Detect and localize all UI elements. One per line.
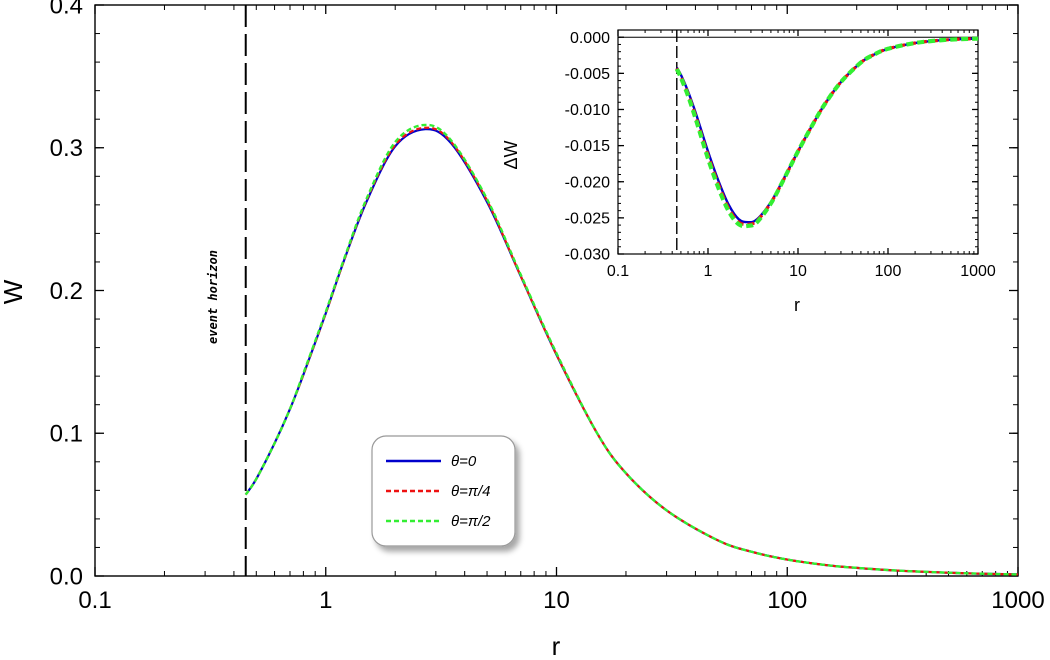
x-tick-label: 1: [319, 587, 332, 614]
y-tick-label: -0.015: [565, 138, 610, 155]
y-tick-label: 0.1: [50, 421, 83, 448]
event-horizon-annotation: event horizon: [206, 250, 220, 344]
y-tick-label: 0.0: [50, 563, 83, 590]
legend: θ=0 θ=π/4 θ=π/2: [371, 435, 516, 547]
main-minor-ticks: [95, 4, 1018, 577]
inset-plot-frame: [617, 29, 979, 255]
inset-x-axis-label: r: [794, 295, 800, 315]
series-line-3: [674, 36, 978, 229]
main-y-axis-label: W: [0, 279, 28, 304]
x-tick-label: 0.1: [607, 263, 629, 280]
inset-tick-labels: 0.1 1 10 100 1000 0.000 -0.005 -0.010 -0.015 -0.0…: [565, 30, 996, 280]
y-tick-label: -0.020: [565, 174, 610, 191]
x-tick-label: 100: [767, 587, 807, 614]
x-tick-label: 0.1: [78, 587, 111, 614]
y-tick-label: 0.2: [50, 278, 83, 305]
inset-chart: 0.1 1 10 100 1000 0.000 -0.005 -0.010 -0.015 -0.0…: [501, 29, 996, 315]
legend-label-1: θ=0: [451, 453, 477, 470]
y-tick-label: -0.010: [565, 102, 610, 119]
main-series-group: [244, 123, 1018, 576]
y-tick-label: -0.005: [565, 66, 610, 83]
inset-series-group: [674, 36, 978, 229]
main-major-ticks: [94, 4, 1019, 577]
x-tick-label: 10: [789, 263, 807, 280]
x-tick-label: 1000: [991, 587, 1044, 614]
x-tick-label: 10: [543, 587, 570, 614]
inset-major-ticks: [617, 30, 979, 255]
legend-box: [371, 435, 516, 547]
inset-reference-lines: [618, 30, 978, 254]
y-tick-label: 0.000: [570, 30, 610, 47]
x-tick-label: 1000: [960, 263, 996, 280]
series-line-3: [244, 123, 1018, 576]
legend-items: θ=0 θ=π/4 θ=π/2: [386, 453, 491, 530]
y-tick-label: -0.030: [565, 247, 610, 264]
legend-label-2: θ=π/4: [451, 483, 490, 500]
inset-y-axis-label: ΔW: [501, 140, 521, 169]
x-tick-label: 1: [704, 263, 713, 280]
x-tick-label: 100: [875, 263, 902, 280]
legend-label-3: θ=π/2: [451, 513, 491, 530]
y-tick-label: -0.025: [565, 210, 610, 227]
y-tick-label: 0.3: [50, 135, 83, 162]
y-tick-label: 0.4: [50, 0, 83, 19]
main-x-axis-label: r: [552, 631, 561, 660]
